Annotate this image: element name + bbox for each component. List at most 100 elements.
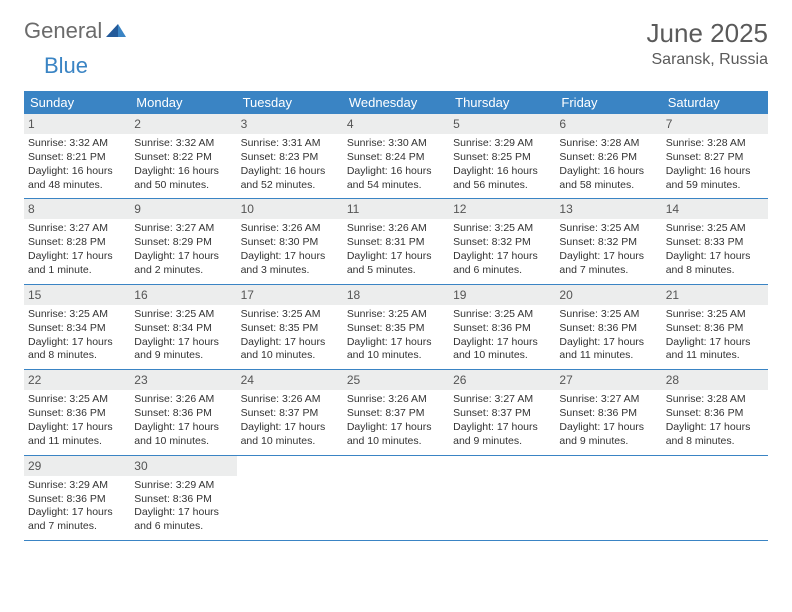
sunrise-line: Sunrise: 3:31 AM <box>241 137 339 151</box>
sunset-line: Sunset: 8:32 PM <box>559 236 657 250</box>
calendar-cell: 6Sunrise: 3:28 AMSunset: 8:26 PMDaylight… <box>555 114 661 198</box>
weekday-tuesday: Tuesday <box>237 91 343 114</box>
sunset-line: Sunset: 8:36 PM <box>666 407 764 421</box>
day-number: 3 <box>237 114 343 134</box>
daylight-line-2: and 50 minutes. <box>134 179 232 193</box>
sunset-line: Sunset: 8:36 PM <box>28 407 126 421</box>
calendar-row: 15Sunrise: 3:25 AMSunset: 8:34 PMDayligh… <box>24 285 768 370</box>
daylight-line-1: Daylight: 17 hours <box>559 250 657 264</box>
daylight-line-1: Daylight: 17 hours <box>666 421 764 435</box>
daylight-line-2: and 11 minutes. <box>559 349 657 363</box>
sunrise-line: Sunrise: 3:25 AM <box>134 308 232 322</box>
sunset-line: Sunset: 8:34 PM <box>134 322 232 336</box>
day-number: 12 <box>449 199 555 219</box>
daylight-line-1: Daylight: 17 hours <box>347 421 445 435</box>
day-number: 30 <box>130 456 236 476</box>
daylight-line-2: and 1 minute. <box>28 264 126 278</box>
daylight-line-2: and 10 minutes. <box>453 349 551 363</box>
daylight-line-2: and 9 minutes. <box>453 435 551 449</box>
day-number: 14 <box>662 199 768 219</box>
daylight-line-1: Daylight: 17 hours <box>347 336 445 350</box>
daylight-line-1: Daylight: 17 hours <box>28 336 126 350</box>
day-number: 23 <box>130 370 236 390</box>
sunrise-line: Sunrise: 3:32 AM <box>28 137 126 151</box>
daylight-line-2: and 10 minutes. <box>134 435 232 449</box>
day-number: 4 <box>343 114 449 134</box>
daylight-line-1: Daylight: 17 hours <box>28 421 126 435</box>
sunset-line: Sunset: 8:27 PM <box>666 151 764 165</box>
logo-triangle-icon <box>106 21 126 42</box>
sunrise-line: Sunrise: 3:26 AM <box>241 222 339 236</box>
daylight-line-2: and 56 minutes. <box>453 179 551 193</box>
calendar-cell: 27Sunrise: 3:27 AMSunset: 8:36 PMDayligh… <box>555 370 661 454</box>
daylight-line-1: Daylight: 17 hours <box>559 421 657 435</box>
sunrise-line: Sunrise: 3:26 AM <box>347 393 445 407</box>
daylight-line-2: and 7 minutes. <box>559 264 657 278</box>
logo-word-general: General <box>24 18 102 44</box>
sunset-line: Sunset: 8:31 PM <box>347 236 445 250</box>
sunrise-line: Sunrise: 3:25 AM <box>347 308 445 322</box>
sunrise-line: Sunrise: 3:27 AM <box>134 222 232 236</box>
logo-word-blue: Blue <box>44 53 88 78</box>
calendar-cell: 4Sunrise: 3:30 AMSunset: 8:24 PMDaylight… <box>343 114 449 198</box>
daylight-line-2: and 59 minutes. <box>666 179 764 193</box>
sunrise-line: Sunrise: 3:32 AM <box>134 137 232 151</box>
daylight-line-2: and 10 minutes. <box>241 349 339 363</box>
sunset-line: Sunset: 8:37 PM <box>453 407 551 421</box>
daylight-line-1: Daylight: 16 hours <box>241 165 339 179</box>
sunrise-line: Sunrise: 3:25 AM <box>28 308 126 322</box>
daylight-line-1: Daylight: 17 hours <box>241 250 339 264</box>
daylight-line-1: Daylight: 16 hours <box>453 165 551 179</box>
sunset-line: Sunset: 8:36 PM <box>28 493 126 507</box>
calendar-cell <box>662 456 768 540</box>
daylight-line-1: Daylight: 17 hours <box>134 250 232 264</box>
daylight-line-2: and 9 minutes. <box>559 435 657 449</box>
calendar-cell: 2Sunrise: 3:32 AMSunset: 8:22 PMDaylight… <box>130 114 236 198</box>
sunset-line: Sunset: 8:37 PM <box>347 407 445 421</box>
daylight-line-2: and 10 minutes. <box>347 349 445 363</box>
calendar-row: 8Sunrise: 3:27 AMSunset: 8:28 PMDaylight… <box>24 199 768 284</box>
sunset-line: Sunset: 8:21 PM <box>28 151 126 165</box>
calendar-cell: 9Sunrise: 3:27 AMSunset: 8:29 PMDaylight… <box>130 199 236 283</box>
daylight-line-2: and 6 minutes. <box>453 264 551 278</box>
calendar-cell: 26Sunrise: 3:27 AMSunset: 8:37 PMDayligh… <box>449 370 555 454</box>
sunset-line: Sunset: 8:33 PM <box>666 236 764 250</box>
daylight-line-2: and 6 minutes. <box>134 520 232 534</box>
sunrise-line: Sunrise: 3:28 AM <box>559 137 657 151</box>
day-number: 24 <box>237 370 343 390</box>
sunset-line: Sunset: 8:32 PM <box>453 236 551 250</box>
day-number: 5 <box>449 114 555 134</box>
sunset-line: Sunset: 8:36 PM <box>559 407 657 421</box>
day-number: 16 <box>130 285 236 305</box>
sunrise-line: Sunrise: 3:27 AM <box>559 393 657 407</box>
daylight-line-2: and 54 minutes. <box>347 179 445 193</box>
day-number: 28 <box>662 370 768 390</box>
daylight-line-1: Daylight: 16 hours <box>28 165 126 179</box>
daylight-line-1: Daylight: 16 hours <box>134 165 232 179</box>
sunset-line: Sunset: 8:36 PM <box>134 493 232 507</box>
sunrise-line: Sunrise: 3:25 AM <box>666 222 764 236</box>
sunrise-line: Sunrise: 3:25 AM <box>559 222 657 236</box>
sunrise-line: Sunrise: 3:27 AM <box>453 393 551 407</box>
sunset-line: Sunset: 8:36 PM <box>453 322 551 336</box>
sunrise-line: Sunrise: 3:28 AM <box>666 137 764 151</box>
daylight-line-2: and 52 minutes. <box>241 179 339 193</box>
calendar-cell: 1Sunrise: 3:32 AMSunset: 8:21 PMDaylight… <box>24 114 130 198</box>
daylight-line-2: and 58 minutes. <box>559 179 657 193</box>
weekday-thursday: Thursday <box>449 91 555 114</box>
daylight-line-1: Daylight: 17 hours <box>666 250 764 264</box>
weekday-saturday: Saturday <box>662 91 768 114</box>
sunrise-line: Sunrise: 3:29 AM <box>453 137 551 151</box>
daylight-line-1: Daylight: 17 hours <box>453 421 551 435</box>
sunrise-line: Sunrise: 3:25 AM <box>241 308 339 322</box>
daylight-line-1: Daylight: 17 hours <box>28 250 126 264</box>
day-number: 19 <box>449 285 555 305</box>
calendar-cell: 20Sunrise: 3:25 AMSunset: 8:36 PMDayligh… <box>555 285 661 369</box>
weekday-sunday: Sunday <box>24 91 130 114</box>
sunset-line: Sunset: 8:28 PM <box>28 236 126 250</box>
day-number: 2 <box>130 114 236 134</box>
calendar-row: 22Sunrise: 3:25 AMSunset: 8:36 PMDayligh… <box>24 370 768 455</box>
calendar-row: 29Sunrise: 3:29 AMSunset: 8:36 PMDayligh… <box>24 456 768 541</box>
daylight-line-1: Daylight: 17 hours <box>241 421 339 435</box>
sunrise-line: Sunrise: 3:25 AM <box>453 222 551 236</box>
